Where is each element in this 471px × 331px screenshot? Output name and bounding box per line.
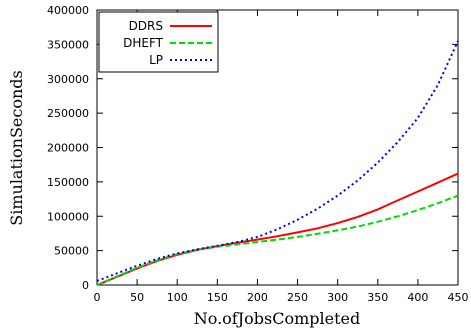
- x-tick-label: 300: [327, 291, 348, 304]
- y-tick-label: 400000: [47, 4, 89, 17]
- x-tick-label: 350: [367, 291, 388, 304]
- y-tick-label: 300000: [47, 73, 89, 86]
- x-axis-title: No.ofJobsCompleted: [194, 309, 361, 328]
- x-tick-label: 50: [130, 291, 144, 304]
- series-line-ddrs: [96, 172, 459, 286]
- y-tick-label: 50000: [54, 245, 89, 258]
- series-line-dheft: [96, 194, 459, 286]
- x-tick-label: 250: [287, 291, 308, 304]
- x-tick-label: 150: [207, 291, 228, 304]
- legend-label-dheft: DHEFT: [123, 36, 164, 50]
- series-layer: [96, 40, 459, 286]
- legend-items: DDRS DHEFT LP: [123, 19, 212, 67]
- legend-label-lp: LP: [149, 53, 163, 67]
- y-tick-label: 250000: [47, 107, 89, 120]
- series-line-lp: [96, 40, 459, 282]
- y-tick-label: 0: [82, 279, 89, 292]
- y-axis-ticks: 0 50000 100000 150000 200000 250000 300000 3500…: [47, 4, 458, 292]
- y-axis-title: SimulationSeconds: [7, 70, 26, 225]
- x-tick-label: 100: [167, 291, 188, 304]
- x-tick-label: 200: [247, 291, 268, 304]
- x-tick-label: 450: [448, 291, 469, 304]
- x-tick-label: 0: [94, 291, 101, 304]
- x-tick-label: 400: [407, 291, 428, 304]
- y-tick-label: 150000: [47, 176, 89, 189]
- legend: DDRS DHEFT LP: [98, 11, 219, 73]
- legend-label-ddrs: DDRS: [129, 19, 163, 33]
- y-tick-label: 100000: [47, 210, 89, 223]
- y-tick-label: 350000: [47, 38, 89, 51]
- y-tick-label: 200000: [47, 142, 89, 155]
